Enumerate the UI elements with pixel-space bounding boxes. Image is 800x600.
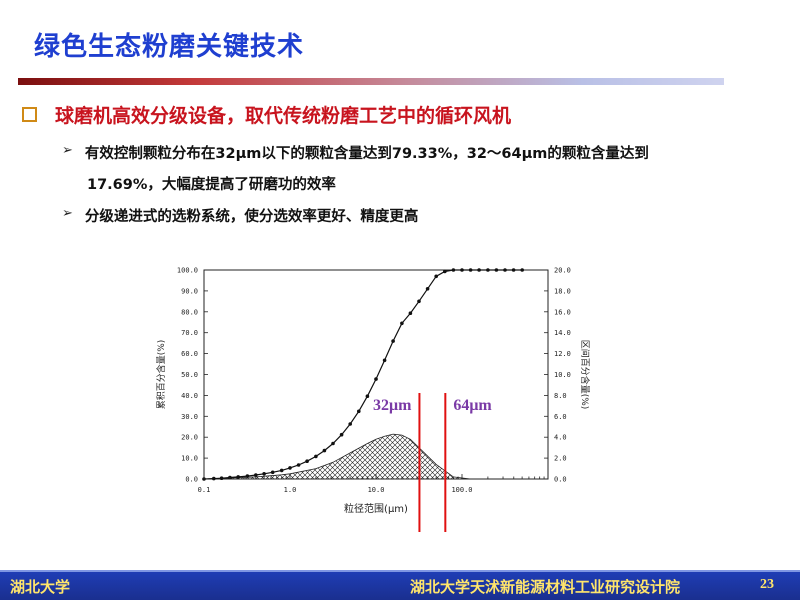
y-left-tick-label: 20.0 [181, 434, 198, 442]
y-left-tick-label: 30.0 [181, 413, 198, 421]
y-left-tick-label: 100.0 [177, 267, 198, 275]
y-right-tick-label: 0.0 [554, 476, 567, 484]
cumulative-point [408, 311, 413, 315]
y-right-tick-label: 2.0 [554, 455, 567, 463]
cumulative-point [382, 358, 387, 363]
cumulative-point [434, 274, 439, 279]
cumulative-point [391, 339, 395, 343]
y-right-tick-label: 14.0 [554, 329, 571, 337]
y-left-tick-label: 80.0 [181, 308, 198, 316]
x-tick-label: 10.0 [368, 486, 385, 494]
cumulative-point [279, 468, 284, 473]
cumulative-point [288, 466, 292, 470]
y-left-tick-label: 60.0 [181, 350, 198, 358]
y-right-tick-label: 6.0 [554, 413, 567, 421]
cumulative-point [451, 268, 456, 272]
y-left-axis-label: 累积百分含量(%) [155, 340, 167, 410]
cumulative-point [503, 268, 507, 272]
x-tick-label: 1.0 [284, 486, 297, 494]
cumulative-point [511, 268, 516, 272]
cumulative-point [212, 476, 216, 481]
y-right-tick-label: 8.0 [554, 392, 567, 400]
y-right-tick-label: 4.0 [554, 434, 567, 442]
cumulative-point [270, 470, 275, 475]
cumulative-point [494, 268, 499, 272]
slide-title: 绿色生态粉磨关键技术 [34, 32, 305, 62]
cumulative-point [348, 422, 352, 426]
y-right-tick-label: 20.0 [554, 267, 571, 275]
cumulative-point [357, 409, 361, 414]
main-bullet: 球磨机高效分级设备，取代传统粉磨工艺中的循环风机 [22, 101, 511, 128]
cumulative-point [254, 473, 258, 477]
cumulative-point [425, 287, 430, 291]
cumulative-point [374, 377, 378, 381]
main-bullet-text: 球磨机高效分级设备，取代传统粉磨工艺中的循环风机 [55, 105, 512, 127]
cumulative-point [236, 475, 240, 479]
interval-distribution-area [203, 433, 471, 480]
y-left-tick-label: 10.0 [181, 455, 198, 463]
arrow-bullet-icon: ➢ [62, 206, 73, 221]
cumulative-point [305, 459, 309, 463]
footer-university: 湖北大学 [10, 578, 71, 596]
cumulative-point [400, 321, 404, 326]
y-left-tick-label: 70.0 [181, 329, 198, 337]
particle-size-chart: 0.0 10.0 20.0 30.0 40.0 50.0 60.0 70.0 80.0 90.0 1… [150, 255, 590, 545]
sub-bullet-text: 分级递进式的选粉系统，使分选效率更好、精度更高 [84, 209, 419, 225]
cumulative-point [322, 448, 327, 453]
cumulative-point [262, 472, 266, 476]
cumulative-point [219, 476, 224, 480]
sub-bullet-2: ➢ 分级递进式的选粉系统，使分选效率更好、精度更高 [62, 205, 418, 226]
square-bullet-icon [22, 107, 37, 122]
x-axis-label: 粒径范围(μm) [344, 502, 408, 515]
arrow-bullet-icon: ➢ [62, 143, 73, 158]
y-left-tick-label: 0.0 [185, 476, 198, 484]
title-divider [18, 78, 724, 85]
cumulative-point [460, 268, 464, 272]
y-right-axis-label: 区间百分含量(%) [579, 340, 590, 410]
x-tick-label: 100.0 [451, 486, 472, 494]
y-right-tick-label: 12.0 [554, 350, 571, 358]
cumulative-point [468, 268, 473, 272]
sub-bullet-1: ➢ 有效控制颗粒分布在32μm以下的颗粒含量达到79.33%，32～64μm的颗… [62, 142, 649, 163]
cumulative-point [443, 269, 447, 274]
sub-bullet-1-continuation: 17.69%，大幅度提高了研磨功的效率 [87, 177, 336, 193]
cumulative-point [486, 268, 490, 272]
x-tick-label: 0.1 [198, 486, 211, 494]
cumulative-point [477, 268, 481, 272]
cumulative-point [417, 299, 421, 304]
cumulative-point [520, 268, 524, 272]
cumulative-point [245, 474, 250, 478]
cumulative-point [339, 432, 344, 437]
y-left-tick-label: 50.0 [181, 371, 198, 379]
page-number: 23 [760, 577, 774, 592]
footer-bar: 湖北大学 湖北大学天沭新能源材料工业研究设计院 23 [0, 570, 800, 600]
y-left-tick-label: 40.0 [181, 392, 198, 400]
y-left-tick-label: 90.0 [181, 287, 198, 295]
chart-svg: 0.0 10.0 20.0 30.0 40.0 50.0 60.0 70.0 80.0 90.0 1… [155, 267, 590, 532]
cumulative-point [365, 394, 370, 398]
footer-institute: 湖北大学天沭新能源材料工业研究设计院 [410, 578, 681, 596]
cumulative-point [314, 454, 318, 459]
cumulative-point [331, 441, 335, 446]
annotation-32μm: 32μm [373, 397, 412, 414]
sub-bullet-text: 有效控制颗粒分布在32μm以下的颗粒含量达到79.33%，32～64μm的颗粒含… [84, 146, 649, 162]
y-right-tick-label: 16.0 [554, 308, 571, 316]
y-right-tick-label: 10.0 [554, 371, 571, 379]
cumulative-point [296, 463, 301, 467]
annotation-64μm: 64μm [453, 397, 492, 414]
y-right-tick-label: 18.0 [554, 287, 571, 295]
